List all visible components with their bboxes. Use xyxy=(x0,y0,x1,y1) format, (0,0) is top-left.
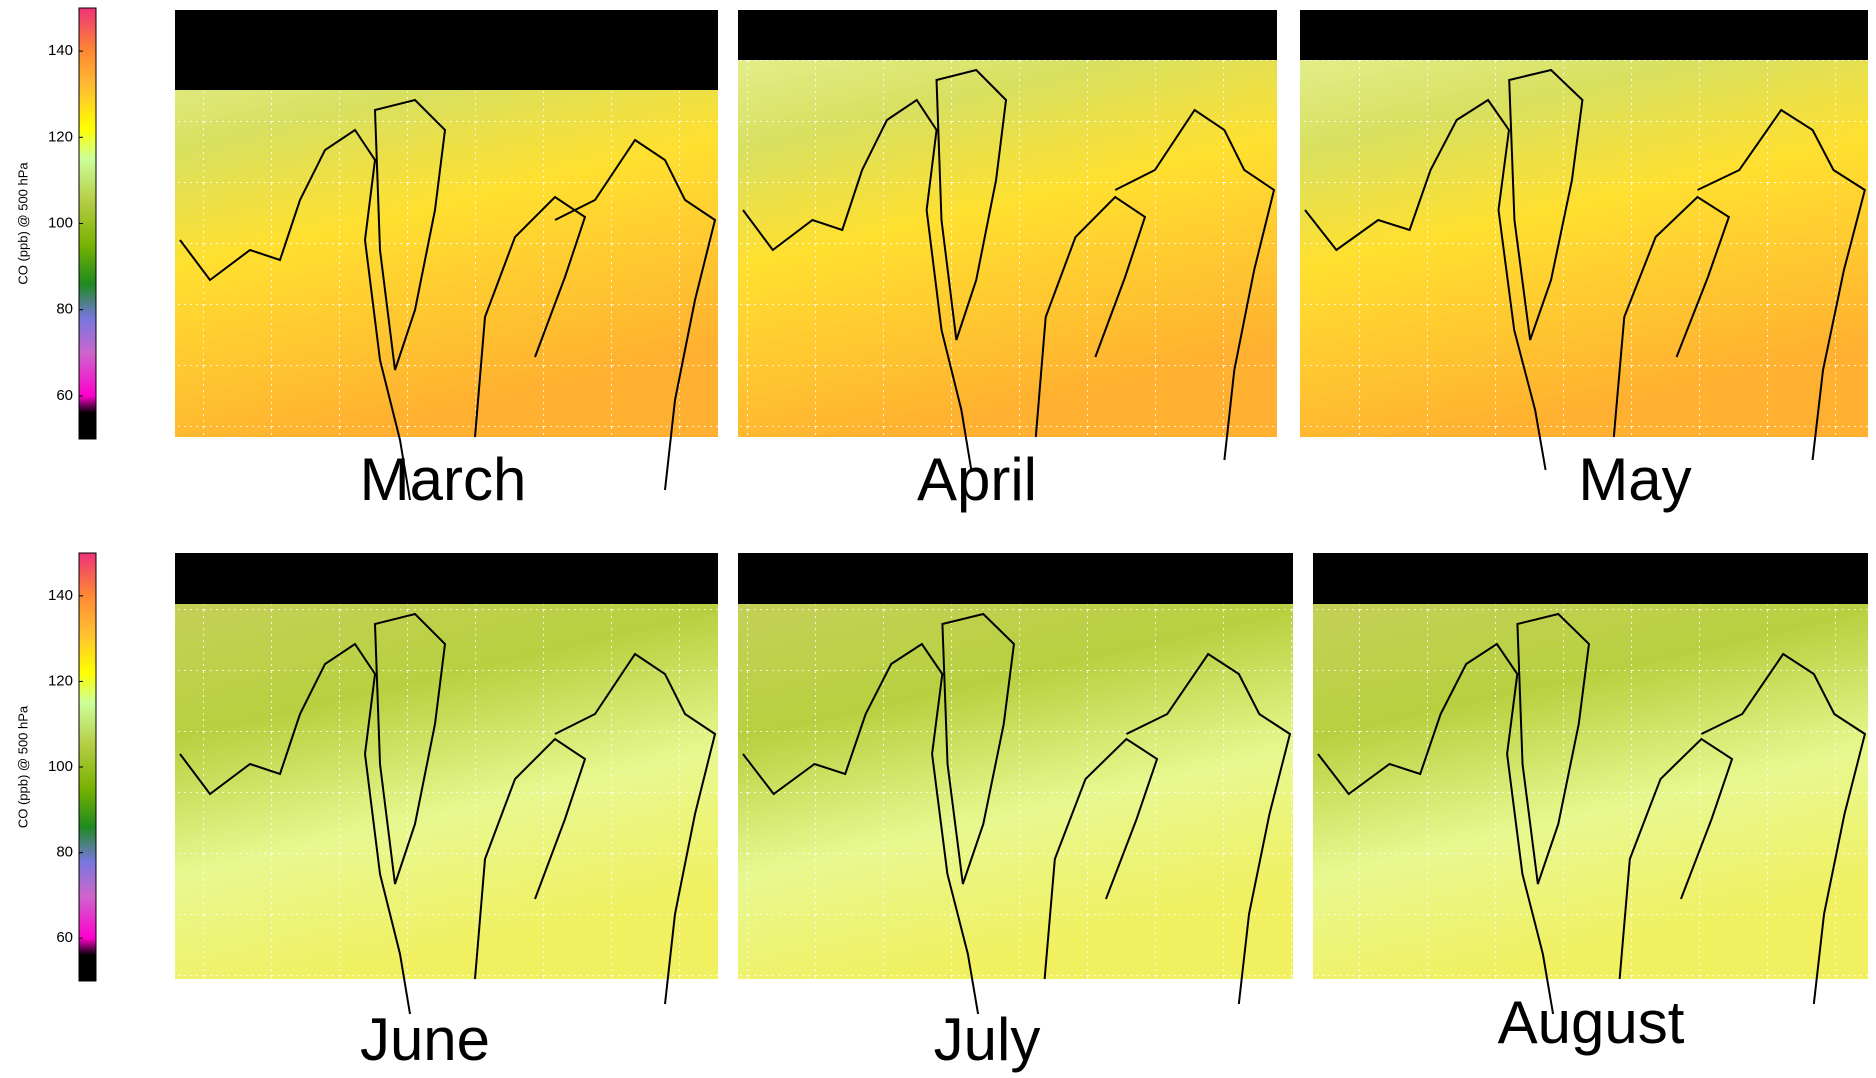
colorbar-tick-label: 120 xyxy=(48,672,73,689)
panel-label: March xyxy=(360,446,527,513)
no-data-band xyxy=(738,553,1293,604)
no-data-band xyxy=(1313,553,1868,604)
colorbar-tick-label: 80 xyxy=(56,844,73,861)
colorbar-tick-label: 140 xyxy=(48,42,73,59)
map-grid xyxy=(738,10,1277,437)
no-data-band xyxy=(175,553,718,604)
panel-label: May xyxy=(1578,446,1691,513)
panel-label: July xyxy=(934,1006,1041,1073)
colorbar-tick-label: 140 xyxy=(48,587,73,604)
no-data-band xyxy=(175,10,718,90)
panel-label: August xyxy=(1498,989,1685,1056)
colorbar-label: CO (ppb) @ 500 hPa xyxy=(15,162,30,285)
panel-label: April xyxy=(917,446,1037,513)
panel-label: June xyxy=(360,1006,490,1073)
colorbar-tick-label: 60 xyxy=(56,929,73,946)
colorbar-tick-label: 100 xyxy=(48,214,73,231)
figure: 60 80 100 120 140 CO (ppb) @ 500 hPa 60 80 100 12… xyxy=(0,0,1876,1073)
no-data-band xyxy=(1300,10,1868,60)
colorbar-tick-label: 60 xyxy=(56,387,73,404)
colorbar-tick-label: 100 xyxy=(48,758,73,775)
colorbar-tick-label: 80 xyxy=(56,301,73,318)
colorbar-tick-label: 120 xyxy=(48,128,73,145)
no-data-band xyxy=(738,10,1277,60)
colorbar-label: CO (ppb) @ 500 hPa xyxy=(15,705,30,828)
map-grid xyxy=(1300,10,1868,437)
